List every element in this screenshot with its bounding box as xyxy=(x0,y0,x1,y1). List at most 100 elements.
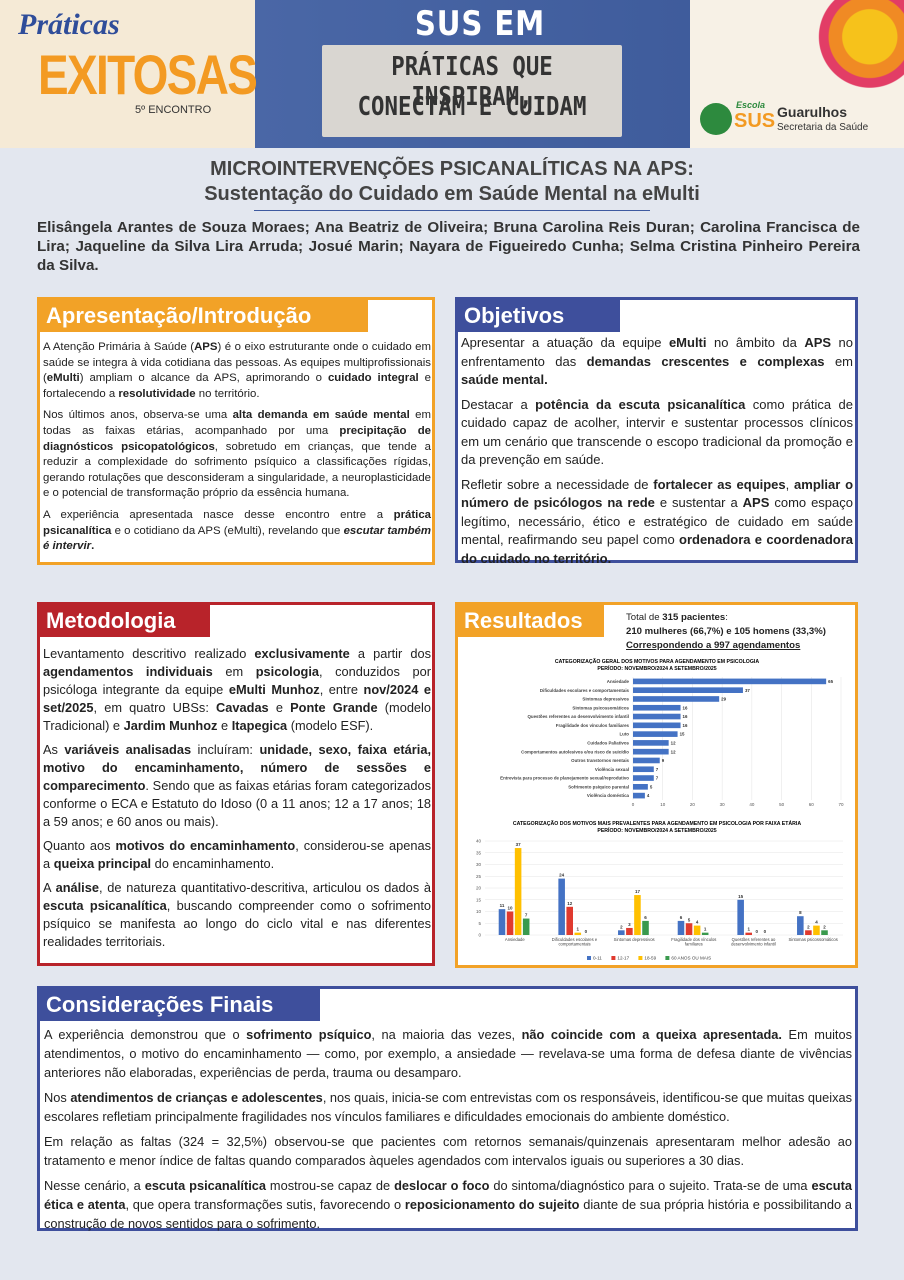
y-tick-label: 20 xyxy=(476,886,482,891)
text-run: . Sendo que as faixas etárias foram cate… xyxy=(43,778,431,829)
x-tick-label: Sintomas psicossomáticos xyxy=(788,937,837,942)
text-run: APS xyxy=(194,341,218,353)
brand-top: Práticas xyxy=(18,8,120,41)
text-run: unidade, sexo, faixa etária, motivo do e… xyxy=(43,742,431,793)
y-tick-label: Sintomas depressivos xyxy=(582,697,629,702)
legend-swatch xyxy=(587,956,591,960)
section-heading: Apresentação/Introdução xyxy=(40,300,368,332)
data-label: 7 xyxy=(656,776,659,781)
bar xyxy=(633,784,648,790)
text-run: Refletir sobre a necessidade de xyxy=(461,476,654,492)
data-label: 16 xyxy=(683,723,688,728)
text-run: motivos do encaminhamento xyxy=(115,838,296,853)
x-tick-label: 40 xyxy=(749,802,755,807)
text-run: Itapegica xyxy=(231,718,288,733)
data-label: 16 xyxy=(683,714,688,719)
text-run: Nos xyxy=(44,1090,71,1105)
paragraph: A experiência apresentada nasce desse en… xyxy=(43,508,431,555)
y-tick-label: Sintomas psicossomáticos xyxy=(572,705,629,710)
text-run: em xyxy=(212,664,256,679)
text-run: alta demanda em saúde mental xyxy=(232,409,410,422)
text-run: Nos últimos anos, observa-se uma xyxy=(43,409,233,422)
x-tick-label: Fragilidade dos vínculos familiares xyxy=(671,937,716,947)
paragraph: A análise, de natureza quantitativo-desc… xyxy=(43,879,431,951)
data-label: 15 xyxy=(738,894,744,899)
text-run: sofrimento psíquico xyxy=(246,1027,372,1042)
text-run: como espaço legítimo, necessário, ético … xyxy=(461,495,854,547)
logo xyxy=(700,103,732,135)
text-run: prática psicanalítica xyxy=(43,508,431,537)
bar xyxy=(633,792,645,799)
data-label: 0 xyxy=(764,929,767,934)
text-run: precipitação de diagnósticos psicopatoló… xyxy=(43,424,431,453)
text-run: atendimentos de crianças e adolescentes xyxy=(70,1090,323,1105)
bar xyxy=(618,930,625,935)
y-tick-label: Luto xyxy=(619,732,629,737)
paragraph: Quanto aos motivos do encaminhamento, co… xyxy=(43,837,431,873)
text-run: no âmbito da xyxy=(706,335,805,350)
y-tick-label: 15 xyxy=(476,897,482,902)
bar xyxy=(805,930,812,935)
text-run: , em quatro UBSs: xyxy=(93,700,217,715)
text-run: ) é o eixo estruturante onde o cuidado e… xyxy=(43,341,431,385)
text-run: , xyxy=(785,476,795,492)
text-run: a partir dos xyxy=(349,646,431,661)
tagline-box xyxy=(322,45,622,137)
text-run: agendamentos individuais xyxy=(43,664,213,679)
text-run: ampliar o número de psicólogos na rede xyxy=(461,476,854,511)
y-tick-label: 25 xyxy=(476,874,482,879)
x-tick-label: Ansiedade xyxy=(505,937,525,942)
tagline: CONECTAM E CUIDAM xyxy=(357,92,587,122)
bar xyxy=(737,899,744,935)
text-run: . xyxy=(91,540,95,553)
text-run: saúde mental. xyxy=(461,372,548,387)
text-run: Cavadas xyxy=(216,700,269,715)
section-heading: Considerações Finais xyxy=(40,989,320,1021)
text-run: escuta ética e atenta xyxy=(44,1178,852,1212)
text-run: queixa principal xyxy=(53,856,152,871)
authors: Elisângela Arantes de Souza Moraes; Ana … xyxy=(37,219,860,274)
subtitle: Sustentação do Cuidado em Saúde Mental n… xyxy=(204,183,700,205)
section-heading: Objetivos xyxy=(458,300,620,332)
data-label: 6 xyxy=(680,915,683,920)
section-heading: Metodologia xyxy=(40,605,210,637)
y-tick-label: 40 xyxy=(476,839,482,844)
text-run: eMulti xyxy=(46,372,80,385)
text-run: e o cotidiano da APS (eMulti), revelando… xyxy=(111,524,344,537)
x-tick-label: Sintomas depressivos xyxy=(614,937,655,942)
data-label: 7 xyxy=(656,767,659,772)
text-run: Ponte Grande xyxy=(290,700,378,715)
chart-title: CATEGORIZAÇÃO DOS MOTIVOS MAIS PREVALENT… xyxy=(513,820,801,827)
text-run: escuta psicanalítica xyxy=(43,898,167,913)
data-label: 12 xyxy=(567,901,573,906)
text-run: diante de sua própria história e possibi… xyxy=(44,1197,853,1231)
paragraph: As variáveis analisadas incluíram: unida… xyxy=(43,741,431,831)
data-label: 37 xyxy=(745,688,750,693)
paragraph: Apresentar a atuação da equipe eMulti no… xyxy=(461,334,853,390)
y-tick-label: Outros transtornos mentais xyxy=(571,758,629,763)
text-run: Em muitos atendimentos, o motivo do enca… xyxy=(44,1027,852,1080)
data-label: 0 xyxy=(585,929,588,934)
text-run: , de natureza quantitativo-descritiva, a… xyxy=(98,880,431,895)
data-label: 65 xyxy=(828,679,833,684)
bar xyxy=(797,916,804,935)
text-run: Levantamento descritivo realizado xyxy=(43,646,255,661)
x-tick-label: 70 xyxy=(838,802,844,807)
paragraph: Nos atendimentos de crianças e adolescen… xyxy=(44,1088,852,1126)
bar xyxy=(633,687,743,693)
section-text: Levantamento descritivo realizado exclus… xyxy=(43,645,431,957)
bar xyxy=(633,678,827,685)
data-label: 15 xyxy=(680,732,685,737)
bar xyxy=(634,895,641,935)
x-tick-label: 50 xyxy=(779,802,785,807)
x-tick-label: Questões referentes ao desenvolvimento in… xyxy=(731,937,776,947)
text-run: do sintoma/diagnóstico para o sujeito. T… xyxy=(489,1178,812,1193)
methods-box: Metodologia Levantamento descritivo real… xyxy=(37,602,435,966)
data-label: 3 xyxy=(628,922,631,927)
legend-swatch xyxy=(611,956,616,960)
x-tick-label: Dificuldades escolares e comportamentais xyxy=(552,937,598,947)
bar xyxy=(633,713,681,720)
decoration xyxy=(790,0,904,92)
y-tick-label: Violência doméstica xyxy=(587,793,630,798)
bar xyxy=(633,704,681,711)
